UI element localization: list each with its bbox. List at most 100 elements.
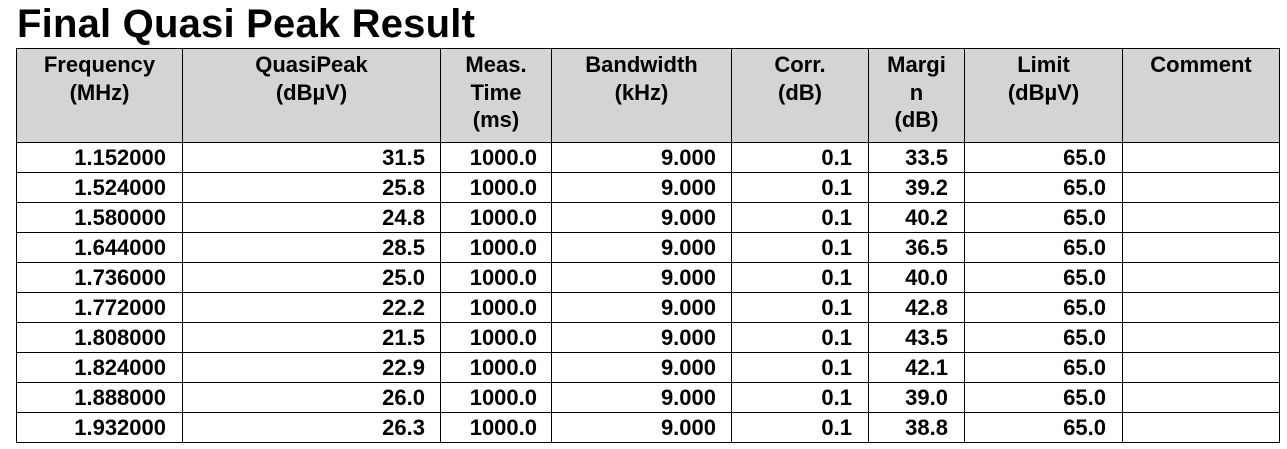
margin-cell: 43.5 — [868, 322, 965, 353]
header-meas-time: Meas. Time (ms) — [440, 48, 552, 143]
comment-cell — [1122, 322, 1280, 353]
comment-cell — [1122, 412, 1280, 443]
header-limit: Limit (dBµV) — [964, 48, 1123, 143]
bandwidth-cell: 9.000 — [551, 232, 732, 263]
header-margin: Margi n (dB) — [868, 48, 965, 143]
meas-time-cell: 1000.0 — [440, 262, 552, 293]
page-title: Final Quasi Peak Result — [17, 2, 476, 46]
table-row: 1.736000 25.0 1000.0 9.000 0.1 40.0 65.0 — [16, 262, 1280, 293]
quasipeak-cell: 26.3 — [182, 412, 441, 443]
table-row: 1.772000 22.2 1000.0 9.000 0.1 42.8 65.0 — [16, 292, 1280, 323]
comment-cell — [1122, 142, 1280, 173]
frequency-cell: 1.824000 — [16, 352, 183, 383]
table-row: 1.888000 26.0 1000.0 9.000 0.1 39.0 65.0 — [16, 382, 1280, 413]
meas-time-cell: 1000.0 — [440, 292, 552, 323]
comment-cell — [1122, 352, 1280, 383]
corr-cell: 0.1 — [731, 412, 869, 443]
corr-cell: 0.1 — [731, 382, 869, 413]
limit-cell: 65.0 — [964, 142, 1123, 173]
bandwidth-cell: 9.000 — [551, 352, 732, 383]
margin-cell: 39.0 — [868, 382, 965, 413]
comment-cell — [1122, 292, 1280, 323]
quasipeak-cell: 22.9 — [182, 352, 441, 383]
quasipeak-cell: 26.0 — [182, 382, 441, 413]
comment-cell — [1122, 262, 1280, 293]
limit-cell: 65.0 — [964, 412, 1123, 443]
header-corr: Corr. (dB) — [731, 48, 869, 143]
limit-cell: 65.0 — [964, 352, 1123, 383]
comment-cell — [1122, 172, 1280, 203]
meas-time-cell: 1000.0 — [440, 172, 552, 203]
margin-cell: 39.2 — [868, 172, 965, 203]
bandwidth-cell: 9.000 — [551, 412, 732, 443]
corr-cell: 0.1 — [731, 292, 869, 323]
quasipeak-cell: 31.5 — [182, 142, 441, 173]
margin-cell: 38.8 — [868, 412, 965, 443]
limit-cell: 65.0 — [964, 232, 1123, 263]
margin-cell: 40.2 — [868, 202, 965, 233]
bandwidth-cell: 9.000 — [551, 262, 732, 293]
table-row: 1.808000 21.5 1000.0 9.000 0.1 43.5 65.0 — [16, 322, 1280, 353]
limit-cell: 65.0 — [964, 172, 1123, 203]
table-row: 1.524000 25.8 1000.0 9.000 0.1 39.2 65.0 — [16, 172, 1280, 203]
corr-cell: 0.1 — [731, 232, 869, 263]
bandwidth-cell: 9.000 — [551, 292, 732, 323]
meas-time-cell: 1000.0 — [440, 352, 552, 383]
header-bandwidth: Bandwidth (kHz) — [551, 48, 732, 143]
corr-cell: 0.1 — [731, 142, 869, 173]
limit-cell: 65.0 — [964, 202, 1123, 233]
frequency-cell: 1.888000 — [16, 382, 183, 413]
frequency-cell: 1.736000 — [16, 262, 183, 293]
quasipeak-cell: 25.0 — [182, 262, 441, 293]
table-row: 1.152000 31.5 1000.0 9.000 0.1 33.5 65.0 — [16, 142, 1280, 173]
limit-cell: 65.0 — [964, 292, 1123, 323]
quasipeak-cell: 21.5 — [182, 322, 441, 353]
margin-cell: 33.5 — [868, 142, 965, 173]
meas-time-cell: 1000.0 — [440, 142, 552, 173]
frequency-cell: 1.932000 — [16, 412, 183, 443]
corr-cell: 0.1 — [731, 202, 869, 233]
meas-time-cell: 1000.0 — [440, 412, 552, 443]
bandwidth-cell: 9.000 — [551, 322, 732, 353]
quasipeak-cell: 25.8 — [182, 172, 441, 203]
meas-time-cell: 1000.0 — [440, 322, 552, 353]
bandwidth-cell: 9.000 — [551, 202, 732, 233]
quasipeak-cell: 28.5 — [182, 232, 441, 263]
corr-cell: 0.1 — [731, 262, 869, 293]
margin-cell: 36.5 — [868, 232, 965, 263]
frequency-cell: 1.644000 — [16, 232, 183, 263]
bandwidth-cell: 9.000 — [551, 382, 732, 413]
meas-time-cell: 1000.0 — [440, 232, 552, 263]
frequency-cell: 1.580000 — [16, 202, 183, 233]
comment-cell — [1122, 202, 1280, 233]
quasi-peak-result-table: Frequency (MHz) QuasiPeak (dBµV) Meas. T… — [16, 48, 1280, 443]
corr-cell: 0.1 — [731, 172, 869, 203]
quasipeak-cell: 22.2 — [182, 292, 441, 323]
header-quasipeak: QuasiPeak (dBµV) — [182, 48, 441, 143]
frequency-cell: 1.808000 — [16, 322, 183, 353]
table-row: 1.824000 22.9 1000.0 9.000 0.1 42.1 65.0 — [16, 352, 1280, 383]
corr-cell: 0.1 — [731, 322, 869, 353]
frequency-cell: 1.772000 — [16, 292, 183, 323]
frequency-cell: 1.152000 — [16, 142, 183, 173]
margin-cell: 42.8 — [868, 292, 965, 323]
bandwidth-cell: 9.000 — [551, 142, 732, 173]
table-row: 1.644000 28.5 1000.0 9.000 0.1 36.5 65.0 — [16, 232, 1280, 263]
comment-cell — [1122, 232, 1280, 263]
table-row: 1.580000 24.8 1000.0 9.000 0.1 40.2 65.0 — [16, 202, 1280, 233]
frequency-cell: 1.524000 — [16, 172, 183, 203]
table-body: 1.152000 31.5 1000.0 9.000 0.1 33.5 65.0 1.5240… — [16, 142, 1280, 443]
meas-time-cell: 1000.0 — [440, 202, 552, 233]
quasipeak-cell: 24.8 — [182, 202, 441, 233]
corr-cell: 0.1 — [731, 352, 869, 383]
limit-cell: 65.0 — [964, 322, 1123, 353]
margin-cell: 42.1 — [868, 352, 965, 383]
limit-cell: 65.0 — [964, 262, 1123, 293]
header-comment: Comment — [1122, 48, 1280, 143]
header-frequency: Frequency (MHz) — [16, 48, 183, 143]
margin-cell: 40.0 — [868, 262, 965, 293]
bandwidth-cell: 9.000 — [551, 172, 732, 203]
table-header-row: Frequency (MHz) QuasiPeak (dBµV) Meas. T… — [16, 48, 1280, 143]
table-row: 1.932000 26.3 1000.0 9.000 0.1 38.8 65.0 — [16, 412, 1280, 443]
comment-cell — [1122, 382, 1280, 413]
